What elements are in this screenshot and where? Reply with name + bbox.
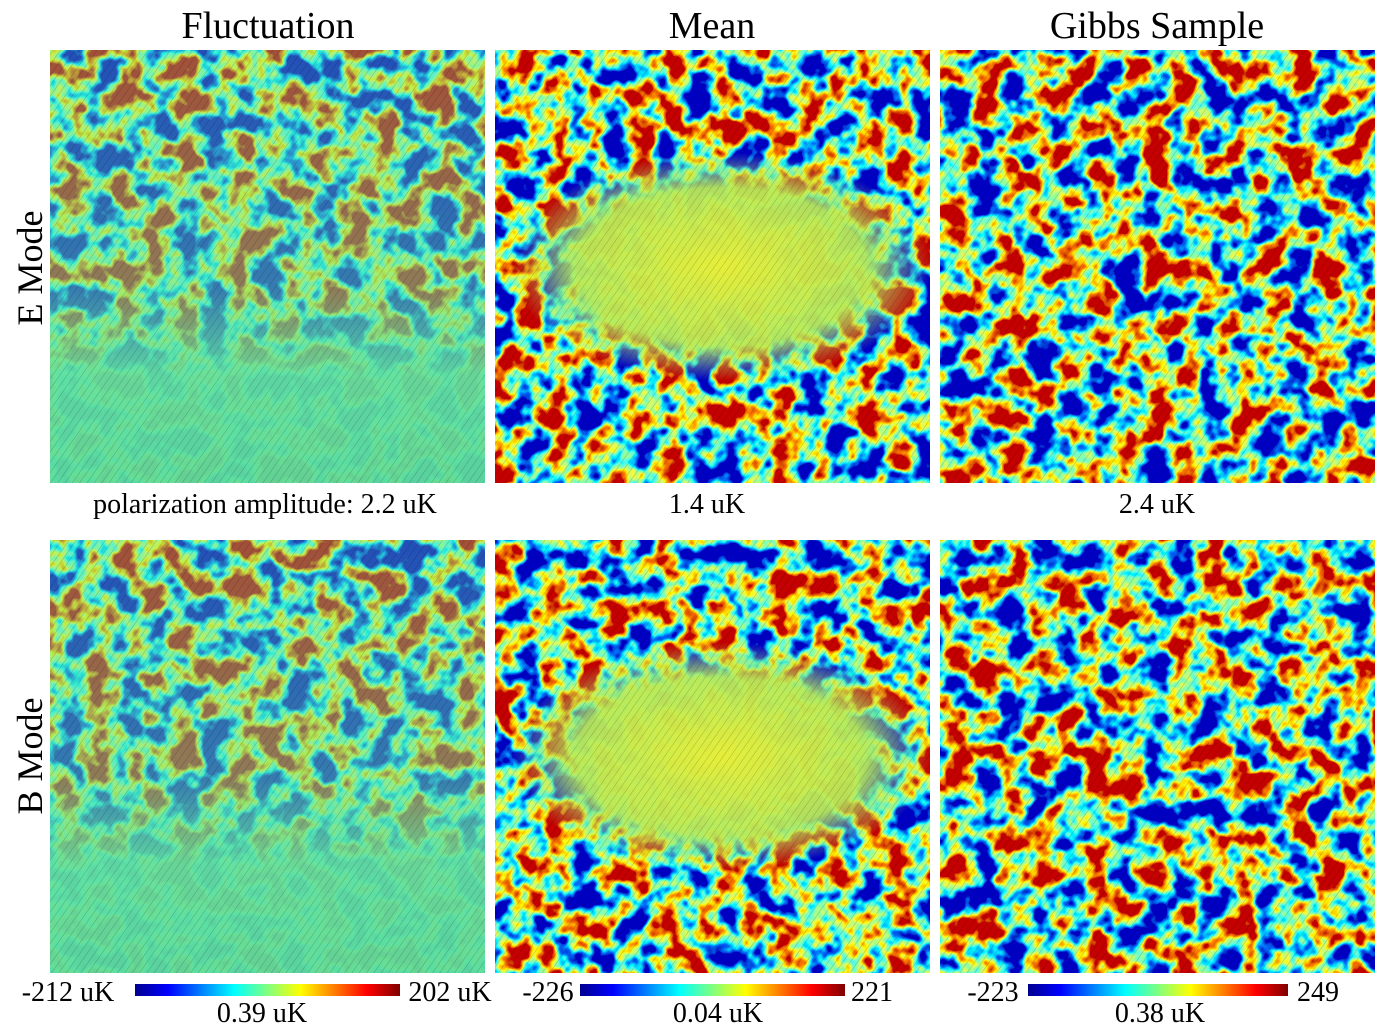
colorbar	[580, 984, 845, 996]
row-title: E Mode	[10, 211, 50, 326]
colorbar-center: 0.04 uK	[673, 998, 763, 1026]
colorbar	[135, 984, 400, 996]
map-panel	[481, 540, 961, 973]
colorbar-min: -226	[522, 977, 573, 1008]
polarization-lines	[495, 540, 930, 973]
colorbar-center: 0.39 uK	[217, 998, 307, 1026]
colorbar-max: 221	[851, 977, 893, 1008]
map-panel	[940, 540, 1375, 973]
column-title: Gibbs Sample	[1050, 5, 1264, 47]
maps	[50, 50, 1375, 973]
amplitude-label: 2.4 uK	[1119, 489, 1195, 520]
map-panel	[940, 50, 1375, 483]
polarization-lines	[940, 50, 1375, 483]
colorbar-center: 0.38 uK	[1115, 998, 1205, 1026]
polarization-lines	[50, 540, 485, 973]
map-panel	[50, 50, 485, 483]
colorbar-max: 249	[1297, 977, 1339, 1008]
polarization-lines	[940, 540, 1375, 973]
labels: Fluctuation Mean Gibbs Sample E Mode B M…	[10, 5, 1339, 1026]
amplitude-label: 1.4 uK	[669, 489, 745, 520]
colorbar-min: -223	[967, 977, 1018, 1008]
row-title: B Mode	[10, 698, 50, 815]
polarization-lines	[495, 50, 930, 483]
column-title: Fluctuation	[181, 5, 354, 47]
colorbar-min: -212 uK	[22, 977, 115, 1008]
amplitude-label: polarization amplitude: 2.2 uK	[93, 489, 437, 520]
column-title: Mean	[669, 5, 756, 47]
colorbar-max: 202 uK	[408, 977, 491, 1008]
map-panel	[481, 50, 961, 483]
polarization-lines	[50, 50, 485, 483]
map-panel	[50, 540, 485, 973]
colorbar	[1028, 984, 1288, 996]
